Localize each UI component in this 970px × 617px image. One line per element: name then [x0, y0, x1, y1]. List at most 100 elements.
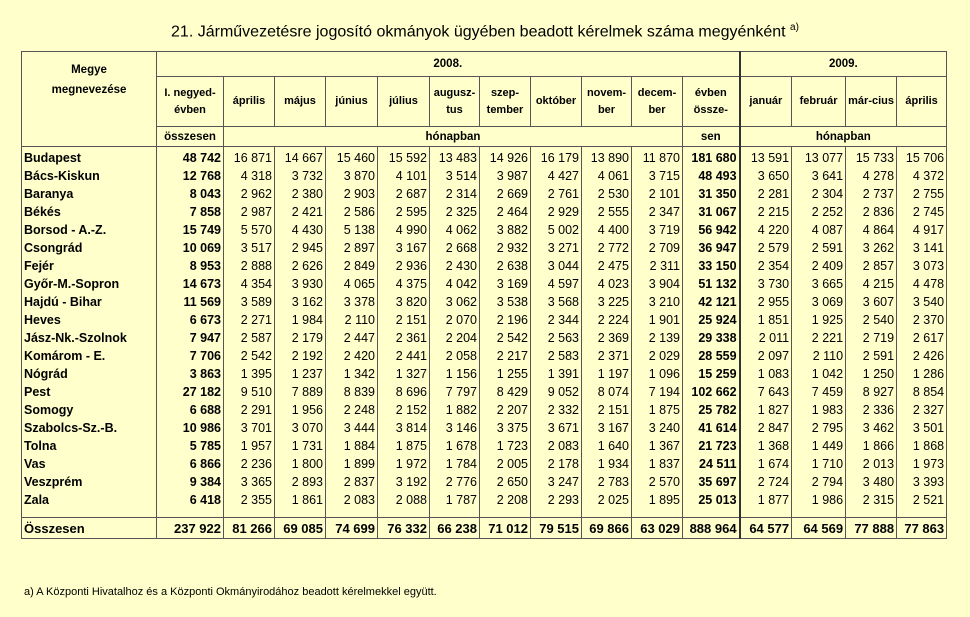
month-value-2008: 14 667	[274, 146, 326, 167]
month-value-2008: 2 196	[479, 311, 531, 329]
month-value-2008: 2 151	[377, 311, 430, 329]
month-value-2008: 3 044	[530, 257, 582, 275]
month-value-2008: 1 837	[631, 455, 683, 473]
month-value-2008: 2 178	[530, 455, 582, 473]
month-value-2009: 4 220	[738, 221, 793, 239]
month-value-2008: 2 070	[429, 311, 480, 329]
month-value-2008: 2 217	[479, 347, 531, 365]
month-value-2008: 1 800	[274, 455, 326, 473]
month-value-2009: 2 755	[896, 185, 948, 203]
month-value-2008: 2 361	[377, 329, 430, 347]
county-header: Megye megnevezése	[21, 51, 157, 147]
table-title: 21. Járművezetésre jogosító okmányok ügy…	[0, 22, 970, 41]
month-value-2008: 15 592	[377, 146, 430, 167]
month-value-2008: 3 192	[377, 473, 430, 491]
month-value-2008: 1 156	[429, 365, 480, 383]
month-value-2008: 3 715	[631, 167, 683, 185]
month-value-2008: 2 332	[530, 401, 582, 419]
county-name: Veszprém	[21, 473, 157, 491]
month-value-2008: 8 429	[479, 383, 531, 401]
month-value-2008: 15 460	[325, 146, 378, 167]
month-value-2009: 15 706	[896, 146, 948, 167]
year-total-cell: 41 614	[681, 419, 741, 437]
q1-total-cell: 14 673	[156, 275, 224, 293]
month-value-2008: 4 990	[377, 221, 430, 239]
year-total-subheader: sen	[681, 126, 741, 147]
month-value-2009: 3 069	[791, 293, 847, 311]
month-value-2009: 1 866	[845, 437, 898, 455]
month-value-2008: 2 837	[325, 473, 378, 491]
county-header-line1: Megye	[71, 64, 107, 76]
month-value-2008: 2 903	[325, 185, 378, 203]
month-value-2009: 2 409	[791, 257, 847, 275]
month-value-2008: 66 238	[429, 517, 480, 539]
month-value-2008: 2 420	[325, 347, 378, 365]
month-value-2009: 2 847	[738, 419, 793, 437]
month-value-2008: 1 723	[479, 437, 531, 455]
month-value-2009: 2 221	[791, 329, 847, 347]
month-value-2009: 3 641	[791, 167, 847, 185]
month-value-2008: 1 678	[429, 437, 480, 455]
month-value-2008: 2 311	[631, 257, 683, 275]
month-value-2008: 69 866	[581, 517, 632, 539]
month-value-2008: 2 650	[479, 473, 531, 491]
month-value-2009: 3 501	[896, 419, 948, 437]
month-value-2008: 2 088	[377, 491, 430, 509]
month-value-2008: 3 070	[274, 419, 326, 437]
year-total-cell: 181 680	[681, 146, 741, 167]
month-value-2009: 1 286	[896, 365, 948, 383]
month-value-2009: 2 315	[845, 491, 898, 509]
q1-total-cell: 10 069	[156, 239, 224, 257]
month-value-2009: 1 674	[738, 455, 793, 473]
county-name: Baranya	[21, 185, 157, 203]
month-header-2008: novem-ber	[581, 76, 632, 127]
month-value-2008: 2 570	[631, 473, 683, 491]
month-value-2009: 2 617	[896, 329, 948, 347]
month-value-2008: 2 464	[479, 203, 531, 221]
month-value-2008: 2 207	[479, 401, 531, 419]
q1-total-cell: 5 785	[156, 437, 224, 455]
month-value-2008: 3 904	[631, 275, 683, 293]
month-value-2008: 3 987	[479, 167, 531, 185]
table-row: Szabolcs-Sz.-B. 10 986 3 701 3 070 3 444 3 81…	[21, 419, 948, 437]
year-total-cell: 29 338	[681, 329, 741, 347]
table-row: Győr-M.-Sopron 14 673 4 354 3 930 4 065 4 375…	[21, 275, 948, 293]
month-value-2008: 2 204	[429, 329, 480, 347]
month-value-2008: 3 538	[479, 293, 531, 311]
month-value-2008: 7 194	[631, 383, 683, 401]
month-value-2008: 4 318	[223, 167, 275, 185]
month-header-2008: augusz-tus	[429, 76, 480, 127]
month-value-2009: 3 462	[845, 419, 898, 437]
county-name: Nógrád	[21, 365, 157, 383]
month-value-2009: 4 278	[845, 167, 898, 185]
data-table: Megye megnevezése 2008. 2009. I. negyed-…	[21, 51, 948, 539]
month-value-2008: 1 342	[325, 365, 378, 383]
month-value-2008: 2 669	[479, 185, 531, 203]
year-total-cell: 31 350	[681, 185, 741, 203]
q1-total-cell: 12 768	[156, 167, 224, 185]
month-value-2009: 2 097	[738, 347, 793, 365]
month-value-2008: 8 696	[377, 383, 430, 401]
month-value-2008: 2 542	[223, 347, 275, 365]
month-value-2008: 1 861	[274, 491, 326, 509]
month-value-2009: 2 327	[896, 401, 948, 419]
spacer-cell	[479, 509, 531, 518]
month-value-2009: 3 141	[896, 239, 948, 257]
month-value-2009: 3 480	[845, 473, 898, 491]
month-value-2008: 2 430	[429, 257, 480, 275]
month-value-2008: 2 542	[479, 329, 531, 347]
month-value-2009: 4 917	[896, 221, 948, 239]
month-value-2008: 2 208	[479, 491, 531, 509]
month-value-2009: 3 393	[896, 473, 948, 491]
spacer-cell	[681, 509, 741, 518]
month-value-2009: 2 857	[845, 257, 898, 275]
county-name: Jász-Nk.-Szolnok	[21, 329, 157, 347]
footnote: a) A Központi Hivatalhoz és a Központi O…	[24, 586, 437, 598]
month-value-2008: 2 025	[581, 491, 632, 509]
spacer-cell	[325, 509, 378, 518]
q1-total-cell: 48 742	[156, 146, 224, 167]
q1-total-cell: 15 749	[156, 221, 224, 239]
monthly-subheader-2008: hónapban	[223, 126, 683, 147]
spacer-cell	[377, 509, 430, 518]
month-value-2008: 74 699	[325, 517, 378, 539]
